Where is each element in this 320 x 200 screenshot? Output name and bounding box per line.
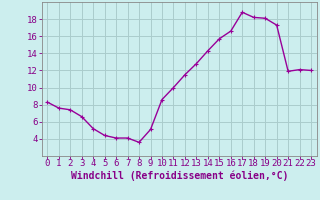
X-axis label: Windchill (Refroidissement éolien,°C): Windchill (Refroidissement éolien,°C) — [70, 171, 288, 181]
